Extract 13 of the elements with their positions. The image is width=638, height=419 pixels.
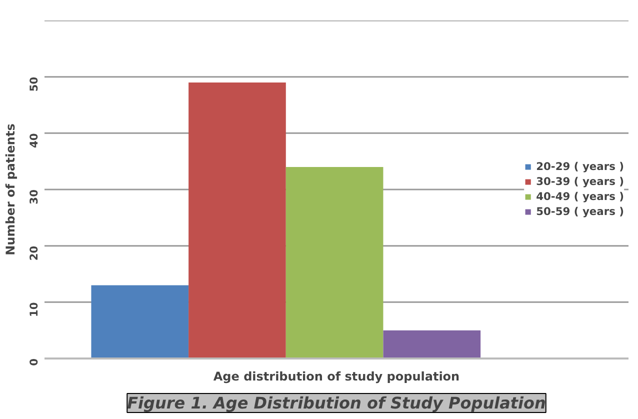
y-tick-label: 40	[28, 133, 40, 148]
y-axis-title: Number of patients	[4, 124, 18, 256]
y-tick-label: 0	[28, 358, 40, 366]
text: Figure 1. Age Distribution of Study Population	[127, 394, 546, 412]
y-tick-label: 30	[28, 189, 40, 204]
legend-label: 30-39 ( years )	[536, 175, 624, 188]
legend-label: 50-59 ( years )	[536, 205, 624, 218]
x-axis-title: Age distribution of study population	[213, 370, 460, 384]
y-tick-label: 10	[28, 302, 40, 317]
y-tick-label: 50	[28, 76, 40, 92]
y-tick-label: 20	[28, 246, 40, 261]
legend-label: 20-29 ( years )	[536, 160, 624, 173]
legend-label: 40-49 ( years )	[536, 190, 624, 203]
